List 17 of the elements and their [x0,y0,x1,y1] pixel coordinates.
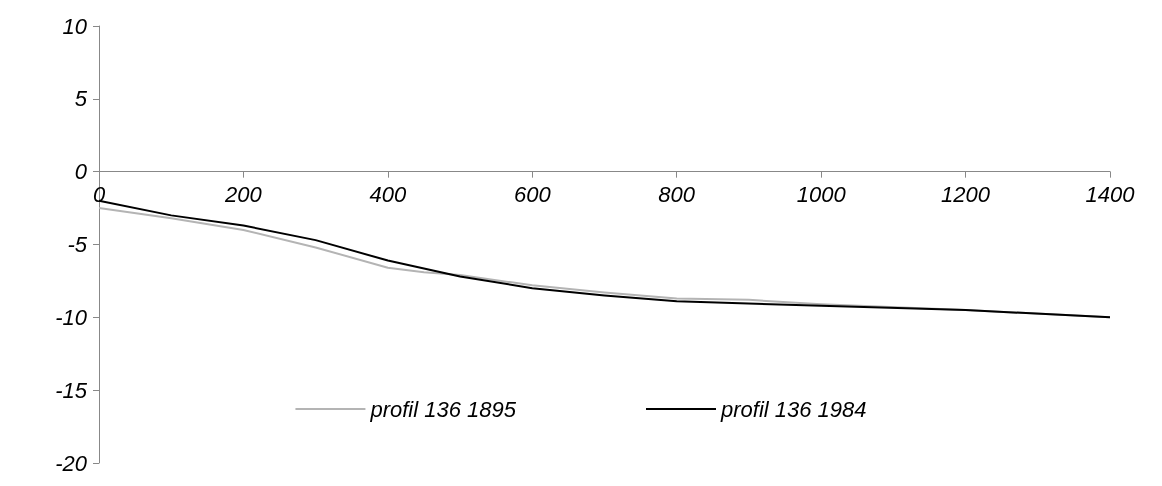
y-tick-label: -10 [55,304,88,330]
x-tick-label: 800 [658,182,696,208]
x-tick-label: 400 [369,182,407,208]
y-tick-label: 5 [74,86,88,112]
x-tick-label: 200 [224,182,263,208]
x-tick-label: 1200 [941,182,991,208]
x-tick-label: 1000 [796,182,847,208]
y-tick-label: 0 [74,159,88,185]
x-tick-label: 0 [92,182,106,208]
y-tick-label: 10 [62,13,88,39]
x-tick-label: 1400 [1085,182,1136,208]
legend-label: profil 136 1984 [720,396,867,422]
legend-label: profil 136 1895 [369,396,517,422]
x-tick-label: 600 [513,182,552,208]
y-tick-label: -15 [55,377,88,403]
y-tick-label: -20 [55,450,88,476]
y-tick-label: -5 [67,232,88,257]
